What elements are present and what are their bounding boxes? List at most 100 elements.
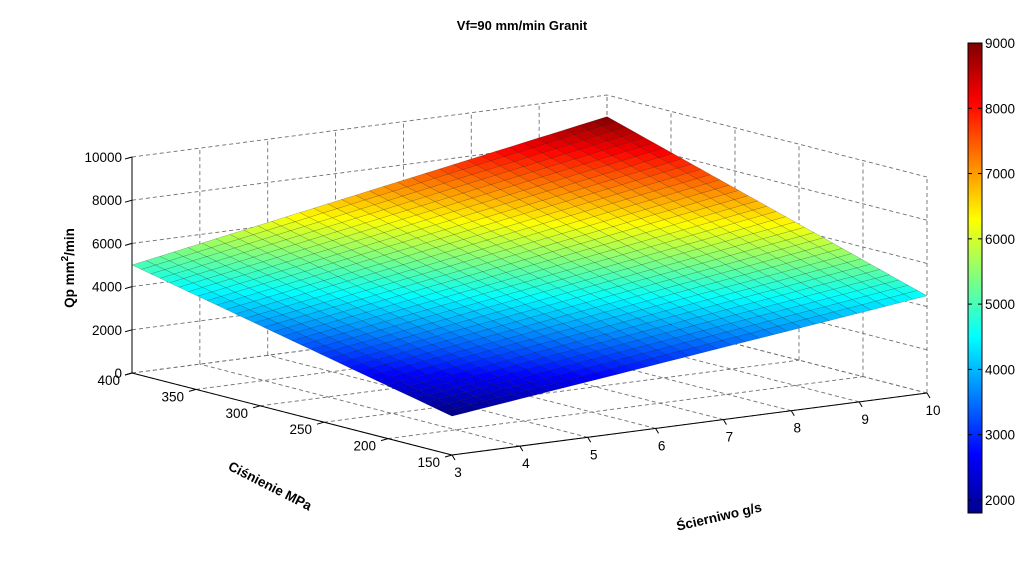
surface-cell bbox=[431, 318, 456, 328]
surface-cell bbox=[592, 116, 617, 127]
surface-cell bbox=[809, 260, 834, 271]
surface-cell bbox=[626, 241, 652, 251]
surface-cell bbox=[542, 196, 567, 206]
floor-gridline-x bbox=[199, 363, 520, 447]
surface-cell bbox=[687, 240, 712, 250]
surface-cell bbox=[539, 361, 564, 371]
surface-cell bbox=[445, 336, 471, 346]
surface-cell bbox=[515, 317, 540, 327]
surface-cell bbox=[304, 267, 329, 277]
surface-cell bbox=[552, 247, 577, 257]
surface-cell bbox=[611, 151, 636, 162]
surface-cell bbox=[383, 228, 408, 238]
surface-cell bbox=[310, 345, 335, 355]
surface-cell bbox=[602, 193, 628, 204]
surface-cell bbox=[691, 183, 716, 194]
surface-cell bbox=[131, 260, 156, 270]
surface-cell bbox=[594, 258, 619, 268]
surface-cell bbox=[527, 176, 553, 187]
surface-cell bbox=[389, 308, 414, 318]
surface-cell bbox=[608, 231, 633, 241]
surface-cell bbox=[588, 174, 613, 184]
backwall-gridline-z bbox=[131, 94, 608, 158]
surface-cell bbox=[169, 278, 194, 288]
surface-cell bbox=[541, 172, 567, 183]
surface-cell bbox=[564, 125, 589, 136]
x-tick-label: 8 bbox=[794, 421, 802, 436]
surface-cell bbox=[524, 278, 549, 288]
surface-cell bbox=[805, 292, 830, 302]
surface-cell bbox=[701, 236, 726, 246]
surface-cell bbox=[518, 147, 543, 158]
surface-cell bbox=[748, 215, 773, 225]
surface-cell bbox=[445, 314, 470, 324]
colorbar-tick-label: 2000 bbox=[985, 493, 1015, 508]
surface-cell bbox=[580, 284, 605, 294]
surface-cell bbox=[385, 338, 410, 348]
surface-cell bbox=[248, 261, 273, 271]
surface-cell bbox=[673, 197, 698, 207]
surface-cell bbox=[584, 207, 609, 217]
surface-cell bbox=[519, 218, 544, 228]
surface-cell bbox=[150, 269, 175, 279]
surface-cell bbox=[571, 324, 597, 334]
surface-cell bbox=[814, 297, 839, 307]
surface-cell bbox=[440, 323, 466, 333]
surface-cell bbox=[846, 281, 872, 291]
surface-cell bbox=[744, 270, 769, 280]
surface-cell bbox=[599, 294, 624, 304]
surface-cell bbox=[791, 296, 816, 306]
surface-cell bbox=[903, 290, 928, 300]
surface-cell bbox=[740, 324, 765, 334]
surface-cell bbox=[639, 142, 664, 153]
colorbar-tick-label: 3000 bbox=[985, 428, 1015, 443]
surface-cell bbox=[673, 243, 698, 254]
y-tick-mark bbox=[380, 438, 389, 442]
surface-cell bbox=[309, 258, 334, 268]
surface-cell bbox=[551, 201, 576, 211]
colorbar: 2000 3000 4000 5000 6000 7000 8000 9000 bbox=[967, 36, 1015, 514]
surface-cell bbox=[291, 336, 316, 346]
surface-cell bbox=[669, 298, 694, 308]
surface-cell bbox=[617, 213, 642, 223]
surface-cell bbox=[533, 260, 558, 270]
surface-cell bbox=[375, 312, 400, 322]
surface-cell bbox=[159, 273, 185, 283]
surface-cell bbox=[584, 230, 609, 240]
surface-cell bbox=[519, 241, 544, 251]
surface-cell bbox=[795, 241, 820, 251]
surface-cell bbox=[621, 156, 646, 167]
surface-cell bbox=[575, 248, 600, 258]
surface-cell bbox=[686, 169, 711, 179]
surface-cell bbox=[442, 407, 467, 417]
x-tick-mark bbox=[451, 454, 456, 461]
surface-cell bbox=[781, 291, 806, 301]
colorbar-tick-label: 7000 bbox=[985, 167, 1015, 182]
surface-cell bbox=[691, 207, 717, 217]
surface-cell bbox=[772, 308, 797, 318]
surface-cell bbox=[506, 312, 531, 322]
surface-cell bbox=[667, 158, 693, 169]
y-axis-line bbox=[131, 372, 453, 456]
floor-gridline-x bbox=[267, 354, 588, 438]
surface-cell bbox=[799, 232, 824, 242]
surface-cell bbox=[598, 226, 623, 236]
surface-cell bbox=[561, 275, 587, 285]
surface-cell bbox=[548, 301, 573, 311]
surface-cell bbox=[511, 326, 536, 335]
surface-cell bbox=[609, 321, 634, 331]
surface-cell bbox=[551, 224, 577, 234]
surface-cell bbox=[536, 133, 561, 144]
surface-cell bbox=[543, 265, 568, 275]
tick-labels: 3 4 5 6 7 8 9 10 150 200 250 300 350 4000 2000 4000 6000… bbox=[84, 150, 940, 480]
surface-cell bbox=[679, 303, 704, 313]
surface-cell bbox=[272, 284, 297, 294]
surface-cell bbox=[555, 144, 580, 155]
surface-cell bbox=[884, 279, 909, 289]
y-tick-label: 250 bbox=[289, 422, 312, 437]
surface-cell bbox=[514, 204, 539, 214]
surface-cell bbox=[721, 336, 746, 346]
surface-cell bbox=[851, 295, 877, 305]
surface-cell bbox=[616, 165, 641, 176]
